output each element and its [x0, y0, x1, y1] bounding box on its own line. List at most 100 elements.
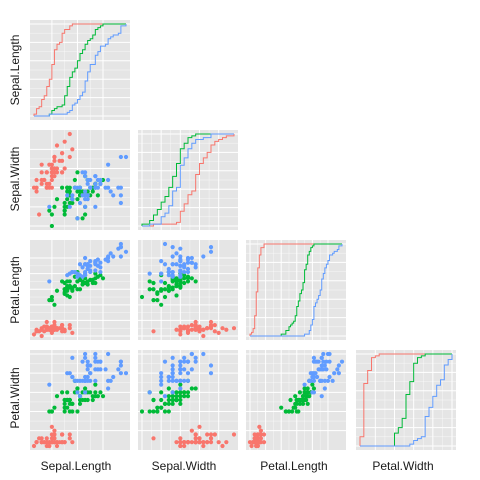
- scatter-point: [93, 359, 98, 364]
- scatter-point: [166, 378, 171, 383]
- scatter-point: [185, 440, 191, 445]
- scatter-point: [182, 265, 187, 270]
- ecdf-line-species-1: [360, 353, 452, 447]
- scatter-point: [182, 269, 187, 275]
- row-label-sepal-length: Sepal.Length: [8, 35, 22, 106]
- scatter-point: [62, 208, 67, 213]
- scatter-point: [193, 436, 198, 441]
- scatter-point: [39, 162, 44, 167]
- scatter-point: [72, 378, 77, 383]
- scatter-point: [108, 189, 113, 194]
- scatter-point: [159, 271, 164, 276]
- scatter-point: [193, 319, 198, 325]
- scatter-point: [193, 432, 198, 437]
- scatter-point: [300, 394, 306, 399]
- scatter-point: [123, 371, 129, 376]
- panel-Petal.Length-vs-Petal.Length: [246, 240, 346, 340]
- scatter-point: [335, 367, 340, 372]
- scatter-point: [47, 382, 52, 387]
- panel-Sepal.Length-vs-Sepal.Length: [30, 20, 130, 120]
- scatter-point: [93, 390, 98, 395]
- scatter-point: [159, 371, 164, 376]
- scatter-point: [178, 277, 183, 282]
- scatter-point: [304, 394, 309, 399]
- scatter-point: [70, 193, 75, 198]
- scatter-point: [39, 327, 44, 332]
- scatter-point: [90, 394, 95, 399]
- scatter-point: [261, 432, 267, 437]
- scatter-point: [67, 409, 72, 414]
- scatter-point: [62, 291, 67, 296]
- scatter-point: [321, 359, 326, 364]
- scatter-point: [54, 143, 60, 148]
- scatter-point: [155, 291, 160, 296]
- scatter-point: [60, 151, 65, 156]
- scatter-point: [178, 367, 183, 372]
- scatter-point: [100, 394, 106, 399]
- scatter-point: [197, 440, 202, 445]
- scatter-point: [52, 170, 57, 175]
- scatter-point: [193, 359, 198, 364]
- scatter-point: [189, 351, 194, 357]
- scatter-point: [70, 440, 75, 445]
- scatter-point: [178, 390, 183, 395]
- scatter-point: [85, 363, 90, 368]
- scatter-point: [52, 324, 57, 329]
- scatter-point: [83, 390, 88, 395]
- scatter-point: [185, 260, 191, 265]
- scatter-point: [311, 355, 317, 360]
- scatter-point: [77, 287, 83, 292]
- scatter-point: [85, 263, 90, 268]
- scatter-point: [311, 390, 317, 395]
- scatter-point: [319, 355, 324, 360]
- scatter-point: [216, 330, 221, 335]
- scatter-point: [93, 351, 98, 357]
- col-label-sepal-length: Sepal.Length: [41, 459, 112, 473]
- scatter-point: [49, 327, 54, 332]
- scatter-point: [49, 294, 54, 300]
- scatter-point: [182, 443, 187, 449]
- scatter-point: [147, 390, 152, 395]
- scatter-point: [330, 378, 335, 383]
- scatter-point: [231, 432, 237, 437]
- scatter-point: [39, 440, 44, 445]
- scatter-point: [54, 443, 60, 449]
- scatter-point: [319, 363, 324, 368]
- ecdf-line-species-1: [141, 133, 234, 226]
- scatter-point: [201, 254, 206, 259]
- scatter-point: [54, 166, 60, 171]
- scatter-point: [108, 251, 113, 256]
- scatter-point: [283, 409, 288, 414]
- scatter-point: [201, 440, 206, 445]
- scatter-point: [54, 288, 60, 293]
- scatter-point: [174, 293, 179, 298]
- scatter-point: [185, 359, 191, 364]
- scatter-point: [67, 397, 72, 403]
- scatter-point: [170, 285, 175, 290]
- scatter-point: [75, 390, 80, 395]
- scatter-point: [118, 363, 123, 368]
- scatter-point: [193, 265, 198, 270]
- scatter-point: [70, 355, 75, 360]
- scatter-point: [170, 374, 175, 380]
- scatter-point: [220, 326, 225, 331]
- scatter-point: [193, 262, 198, 267]
- scatter-point: [44, 170, 49, 175]
- row-label-petal-width: Petal.Width: [8, 367, 22, 428]
- scatter-point: [224, 440, 229, 445]
- scatter-point: [49, 166, 54, 171]
- scatter-point: [166, 394, 171, 399]
- scatter-point: [185, 274, 191, 279]
- scatter-point: [193, 355, 198, 360]
- scatter-point: [111, 193, 116, 198]
- scatter-point: [62, 200, 67, 206]
- scatter-point: [52, 319, 57, 325]
- scatter-point: [123, 154, 129, 160]
- scatter-point: [162, 294, 168, 300]
- scatter-point: [47, 181, 52, 186]
- scatter-point: [62, 280, 67, 286]
- scatter-point: [170, 397, 175, 403]
- scatter-point: [118, 254, 123, 259]
- scatter-point: [139, 409, 145, 414]
- scatter-point: [77, 394, 83, 399]
